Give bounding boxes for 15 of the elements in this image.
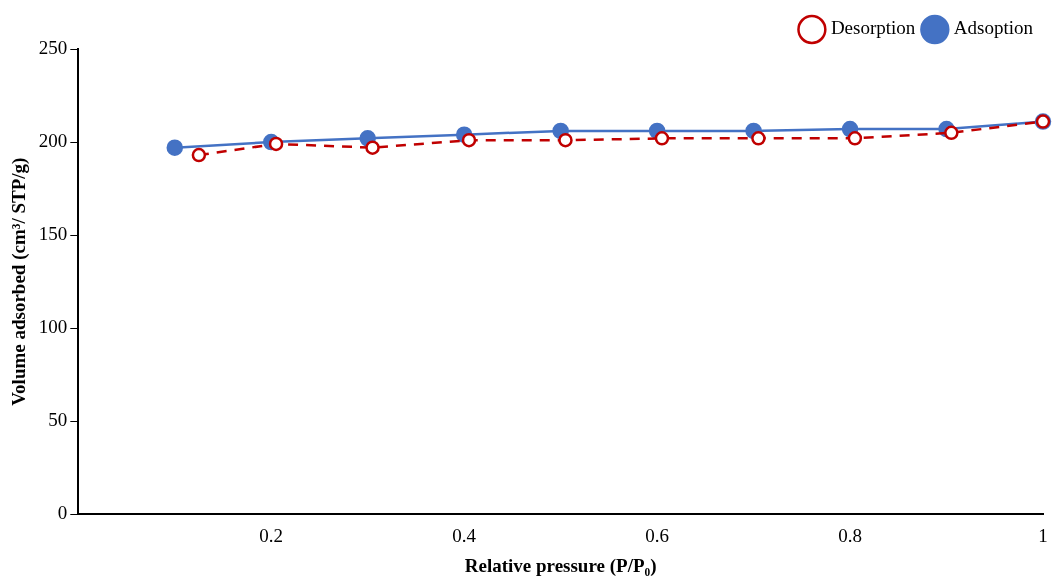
y-tick-label: 0 <box>57 502 68 524</box>
legend-label: Adsoption <box>953 17 1034 39</box>
legend-label: Desorption <box>830 17 916 39</box>
x-tick-label: 0.8 <box>838 524 862 546</box>
y-tick-label: 100 <box>38 316 68 338</box>
y-tick-label: 50 <box>48 409 68 431</box>
x-tick-label: 0.6 <box>645 524 669 546</box>
y-axis-title: Volume adsorbed (cm³/ STP/g) <box>8 157 31 406</box>
x-tick-label: 1 <box>1038 524 1048 546</box>
x-tick-label: 0.2 <box>259 524 284 546</box>
y-tick-label: 150 <box>38 223 68 245</box>
y-tick-label: 200 <box>38 130 68 152</box>
x-tick-label: 0.4 <box>452 524 477 546</box>
x-axis-title: Relative pressure (P/P₀) <box>464 554 657 577</box>
y-tick-label: 250 <box>38 36 68 58</box>
